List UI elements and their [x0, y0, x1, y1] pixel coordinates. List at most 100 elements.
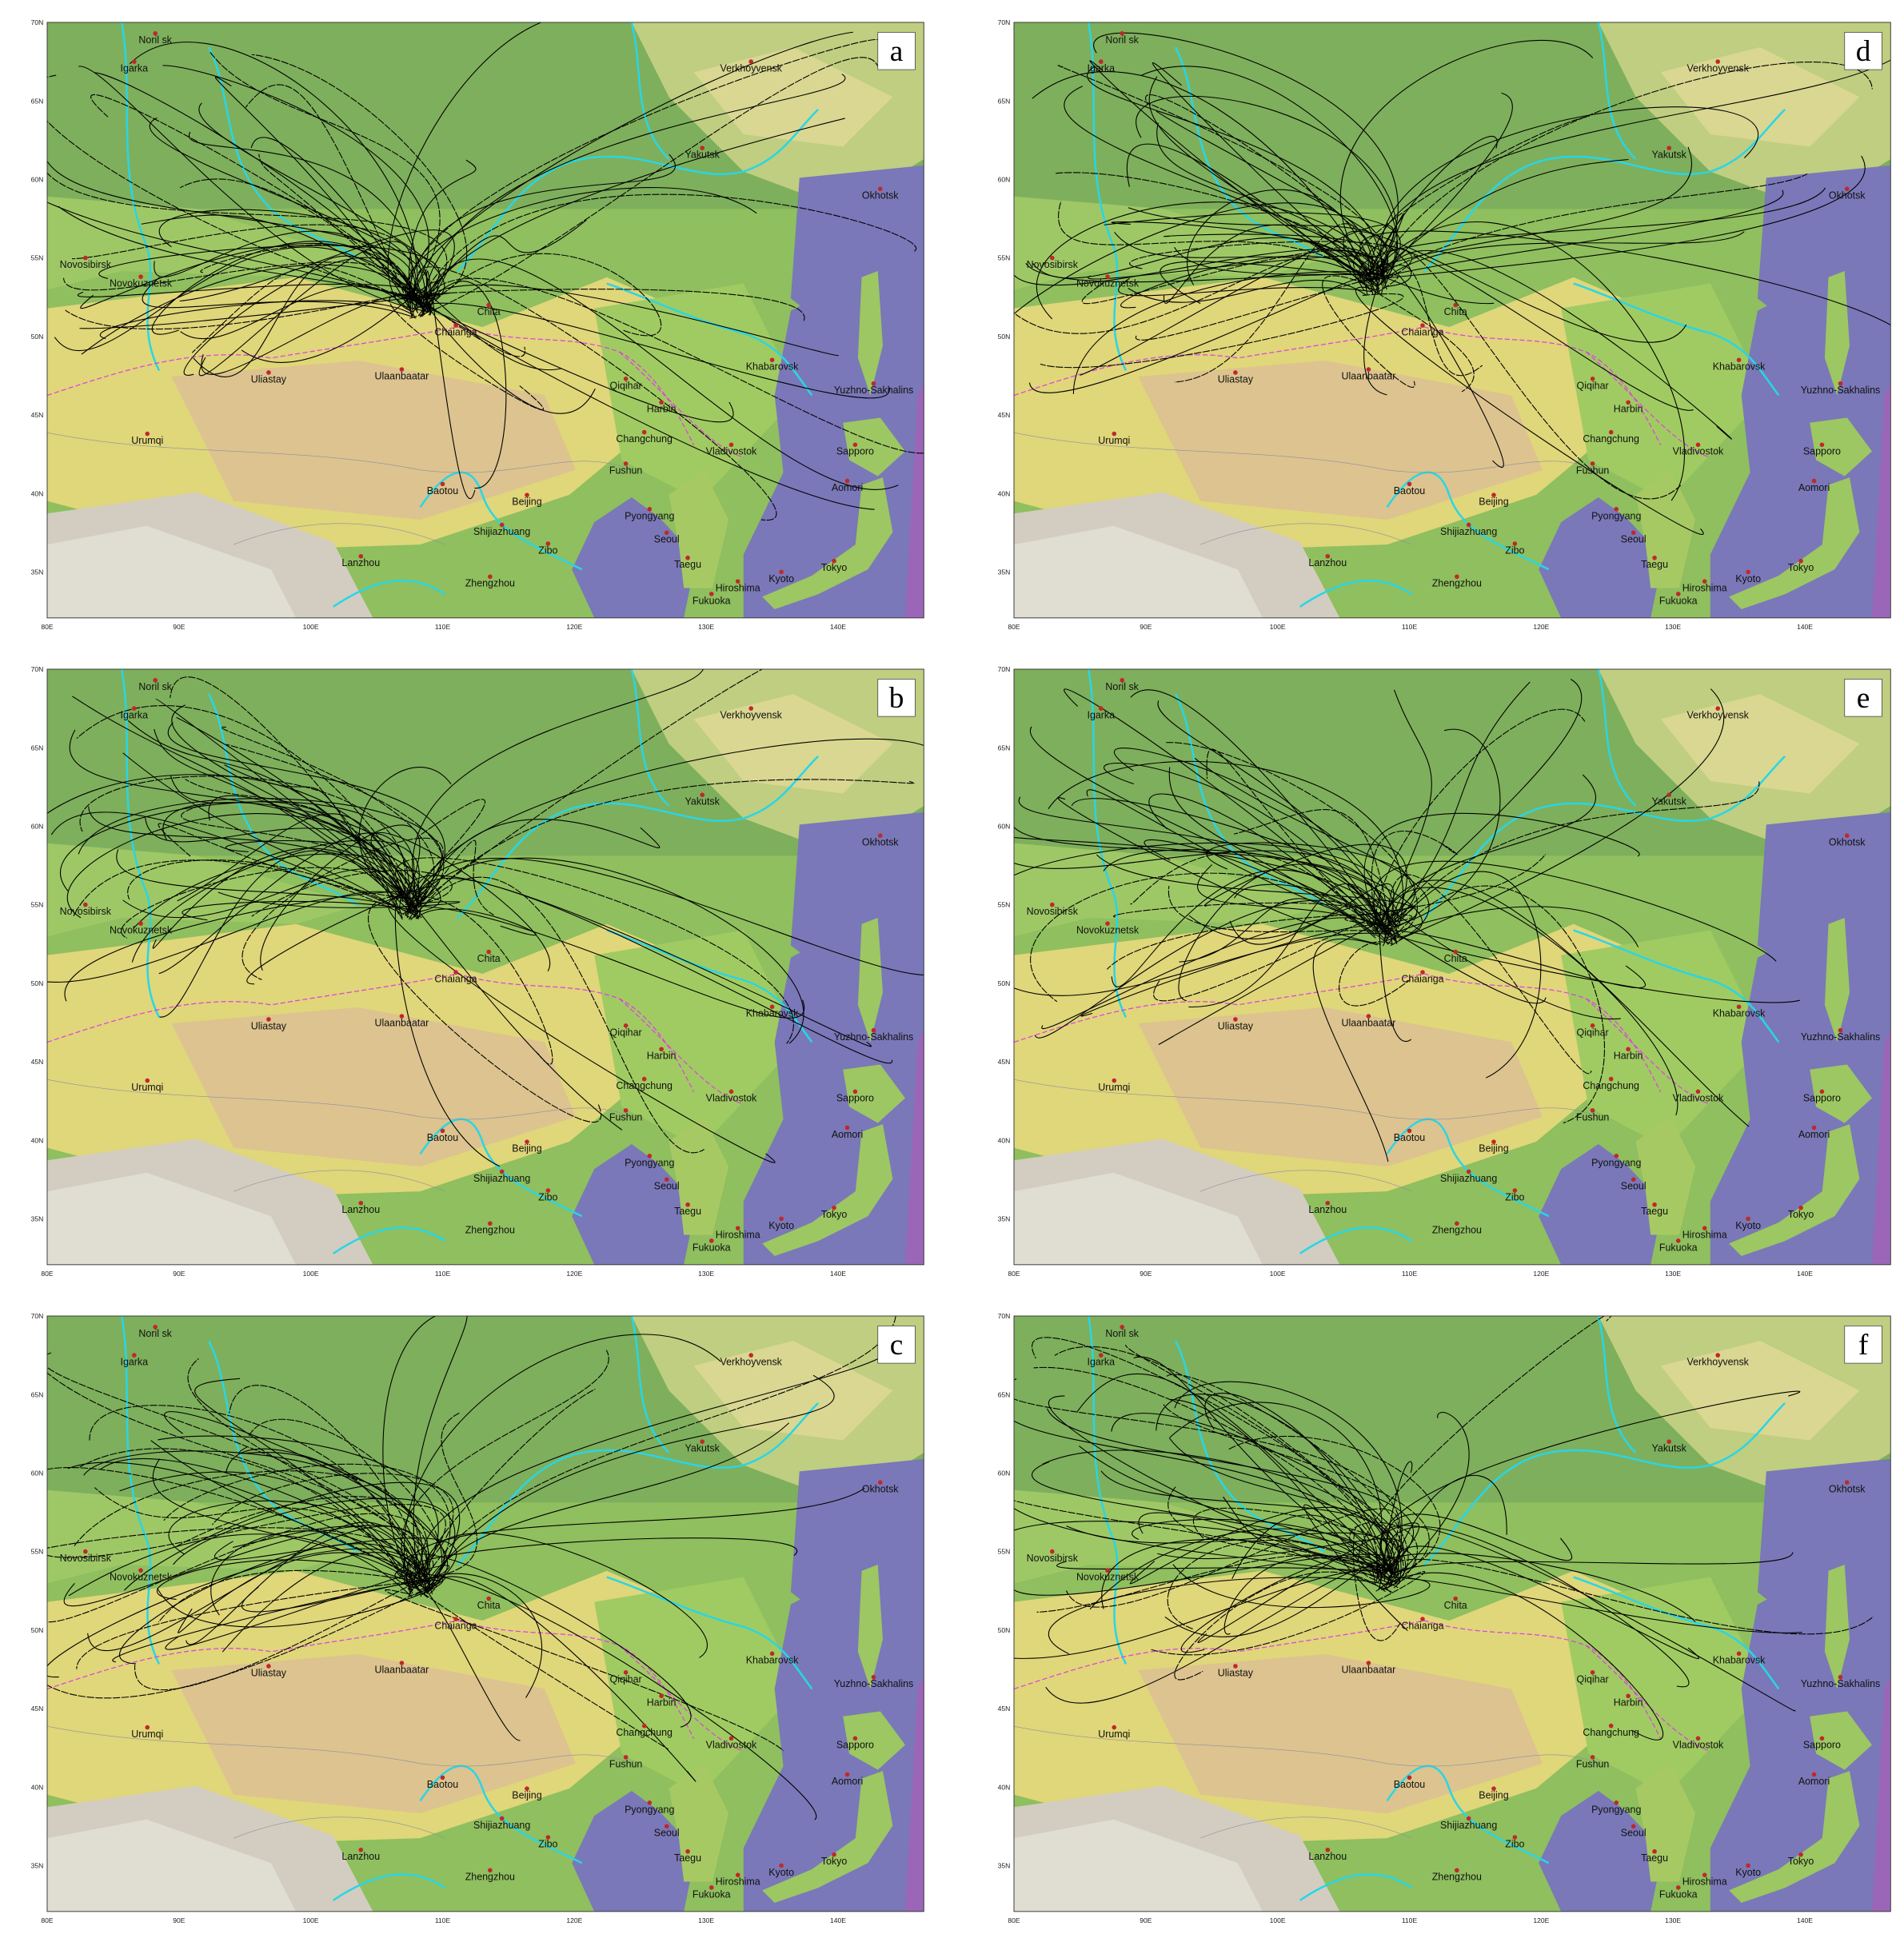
panel-label-box: [877, 679, 916, 717]
city-label: Yakutsk: [685, 150, 720, 161]
trajectories: [1014, 679, 1800, 1162]
trajectory: [1399, 688, 1725, 940]
city-label: Pyongyang: [625, 1804, 674, 1815]
trajectory: [179, 178, 416, 297]
trajectory: [1180, 1556, 1382, 1653]
trajectory: [214, 76, 412, 313]
trajectory: [141, 214, 413, 296]
city-marker: [779, 1216, 784, 1222]
city-marker: [545, 1835, 551, 1840]
city-label: Beijing: [512, 496, 541, 508]
city-marker: [1631, 1824, 1636, 1829]
city-label: Baotou: [427, 485, 459, 496]
city-marker: [1590, 1670, 1595, 1675]
trajectory: [50, 812, 422, 919]
map-panel: Noril sk Igarka Verkhoyvensk Yakutsk Okhotsk…: [998, 665, 1891, 1278]
trajectory: [77, 283, 433, 317]
city-marker: [871, 1027, 876, 1033]
lat-tick-label: 65N: [31, 97, 44, 105]
trajectory: [78, 66, 429, 313]
trajectory: [64, 891, 426, 1002]
city-marker: [525, 492, 529, 497]
city-marker: [138, 274, 143, 279]
trajectory: [422, 258, 899, 490]
city-marker: [685, 1848, 690, 1854]
lat-tick-label: 50N: [998, 333, 1011, 341]
city-marker: [1366, 367, 1371, 372]
lat-tick-label: 65N: [998, 97, 1011, 105]
trajectory: [424, 1374, 835, 1591]
trajectory: [94, 1487, 419, 1589]
city-label: Chita: [1444, 953, 1467, 964]
city-label: Lanzhou: [1308, 1851, 1347, 1862]
trajectory: [81, 264, 421, 355]
city-label: Verkhoyvensk: [720, 63, 782, 74]
trajectory: [1365, 189, 1784, 281]
trajectory: [1376, 265, 1483, 377]
trajectory: [1160, 261, 1371, 305]
city-marker: [358, 1847, 364, 1852]
city-label: Fushun: [1576, 465, 1610, 476]
trajectory: [248, 1418, 442, 1594]
trajectory: [1395, 781, 1760, 923]
city-marker: [358, 1200, 364, 1206]
trajectory: [1359, 187, 1826, 293]
city-marker: [1491, 492, 1496, 497]
trajectory: [1394, 728, 1501, 927]
city-marker: [1838, 1674, 1843, 1680]
trajectory: [1151, 1570, 1426, 1656]
city-label: Yakutsk: [685, 796, 720, 808]
city-label: Shijiazhuang: [1440, 1173, 1497, 1184]
trajectory: [1064, 688, 1380, 937]
city-marker: [1736, 1004, 1742, 1010]
city-marker: [266, 370, 271, 375]
panel-label-box: [1844, 679, 1882, 717]
city-marker: [440, 481, 445, 487]
lat-tick-label: 45N: [31, 1058, 44, 1066]
trajectory: [1135, 274, 1399, 341]
city-label: Tokyo: [1788, 562, 1814, 573]
trajectories: [47, 669, 924, 1167]
city-label: Fushun: [1576, 1758, 1610, 1769]
city-label: Igarka: [1087, 710, 1115, 721]
city-marker: [83, 902, 88, 907]
trajectory: [178, 1552, 431, 1633]
trajectory: [412, 302, 890, 399]
lat-tick-label: 50N: [31, 979, 44, 987]
city-label: Urumqi: [1098, 1729, 1130, 1740]
trajectory: [1380, 106, 1759, 278]
city-marker: [832, 1852, 836, 1857]
trajectory: [1168, 1438, 1402, 1585]
trajectory: [1036, 201, 1385, 320]
lon-tick-label: 140E: [1797, 623, 1813, 631]
trajectory: [1144, 839, 1376, 936]
city-label: Zhengzhou: [1432, 1872, 1482, 1883]
city-marker: [83, 255, 88, 261]
trajectories: [1014, 1316, 1874, 1741]
panel-border: [46, 668, 924, 1266]
trajectory: [1133, 1356, 1397, 1574]
trajectory: [193, 255, 433, 377]
trajectory: [1130, 851, 1379, 933]
trajectory: [1179, 898, 1376, 963]
trajectory: [127, 720, 421, 904]
trajectory: [246, 886, 434, 985]
city-label: Novosibirsk: [1027, 259, 1079, 270]
lon-tick-label: 130E: [1665, 623, 1681, 631]
trajectory: [69, 729, 404, 903]
city-label: Ulaanbaatar: [375, 370, 429, 381]
trajectory: [47, 172, 447, 299]
city-label: Yuzhno-Sakhalins: [834, 385, 914, 396]
city-marker: [685, 555, 690, 560]
panel-label: d: [1856, 35, 1871, 68]
trajectory: [198, 102, 445, 305]
lat-tick-label: 60N: [31, 823, 44, 831]
trajectory: [392, 277, 526, 357]
lon-tick-label: 110E: [435, 1916, 451, 1924]
trajectory: [181, 804, 401, 907]
city-marker: [1746, 1863, 1750, 1868]
city-marker: [1608, 1723, 1614, 1729]
city-marker: [1614, 1154, 1619, 1158]
city-marker: [440, 1775, 445, 1781]
city-marker: [832, 1205, 836, 1210]
